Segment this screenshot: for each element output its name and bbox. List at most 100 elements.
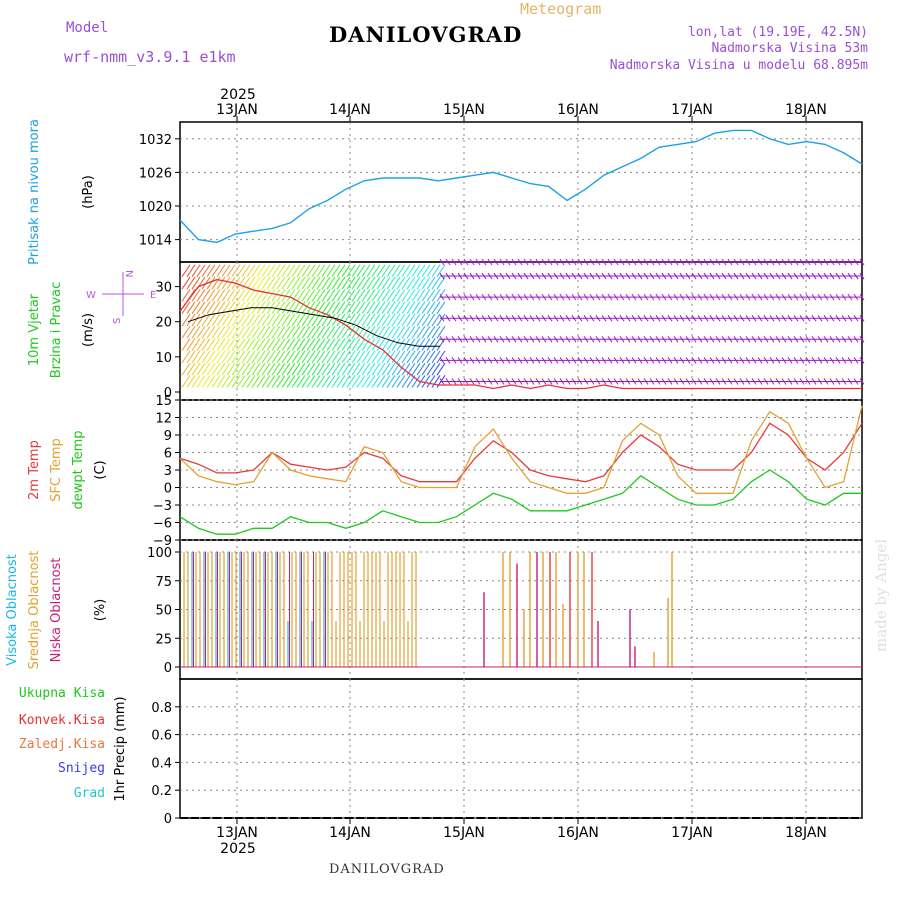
y-tick-label: 1020	[139, 200, 172, 215]
bottom-axis: 13JAN 14JAN 15JAN 16JAN 17JAN 18JAN 2025	[216, 818, 827, 857]
wind-barb	[206, 276, 216, 290]
wind-barb	[356, 276, 366, 290]
wind-barb	[256, 264, 266, 278]
wind-barb	[321, 375, 331, 388]
wind-barb	[206, 313, 216, 327]
wind-barb	[211, 301, 221, 314]
bottom-date-label: 13JAN	[216, 825, 258, 841]
wind-barb	[321, 325, 331, 339]
wind-barb	[411, 313, 421, 327]
wind-barb	[226, 264, 236, 278]
wind-barb	[286, 313, 296, 327]
wind-barb	[386, 301, 396, 314]
wind-barb	[416, 301, 426, 314]
wind-barb	[431, 264, 441, 278]
wind-barb	[216, 350, 226, 364]
wind-barb	[371, 264, 381, 278]
top-date-label: 17JAN	[671, 102, 713, 118]
wind-barb	[256, 325, 266, 339]
wind-barb	[236, 289, 246, 302]
key-west: W	[86, 290, 96, 301]
wind-barb	[246, 350, 256, 364]
y-tick-label: 30	[155, 281, 172, 296]
wind-barb	[426, 289, 436, 302]
wind-barb	[391, 313, 401, 327]
wind-barb	[401, 276, 411, 290]
y-tick-label: −9	[153, 534, 172, 549]
wind-barb	[266, 313, 276, 327]
wind-barb	[256, 276, 266, 290]
wind-barb	[231, 362, 241, 376]
wind-barb	[361, 276, 371, 290]
wind-barb	[396, 338, 406, 351]
wind-barb	[396, 313, 406, 327]
wind-barb	[241, 276, 251, 290]
wind-barb	[251, 338, 261, 351]
wind-barb	[301, 301, 311, 314]
wind-barb	[431, 276, 441, 290]
wind-barb	[376, 289, 386, 302]
wind-barb	[341, 350, 351, 364]
wind-barb	[246, 338, 256, 351]
wind-barb	[376, 350, 386, 364]
wind-barb	[276, 325, 286, 339]
wind-barb	[226, 375, 236, 388]
wind-barb	[361, 362, 371, 376]
wind-barb	[411, 301, 421, 314]
key-south: S	[112, 318, 123, 324]
bottom-year-label: 2025	[220, 841, 256, 857]
temperature-panel: −9 −6 −3 0 3 6 9 12 15 2m Temp SFC Temp dewpt Temp (…	[27, 394, 863, 549]
wind-barb	[361, 350, 371, 364]
wind-barb	[291, 325, 301, 339]
wind-barb	[306, 289, 316, 302]
wind-barb	[181, 313, 191, 327]
wind-barb	[216, 325, 226, 339]
wind-barb	[421, 325, 431, 339]
wind-barb	[366, 313, 376, 327]
wind-barb	[231, 325, 241, 339]
wind-barb	[241, 313, 251, 327]
wind-barb	[341, 264, 351, 278]
wind-barb	[181, 350, 191, 364]
wind-barb	[281, 301, 291, 314]
wind-barb	[346, 313, 356, 327]
wind-barb	[431, 301, 441, 314]
wind-barb	[436, 338, 446, 351]
wind-barb	[191, 313, 201, 327]
wind-barb	[411, 362, 421, 376]
wind-barb	[186, 350, 196, 364]
wind-barb	[276, 276, 286, 290]
wind-barb	[196, 350, 206, 364]
wind-barb	[371, 301, 381, 314]
wind-barb	[361, 289, 371, 302]
wind-barb	[386, 264, 396, 278]
wind-barb	[186, 338, 196, 351]
wind-barb	[421, 313, 431, 327]
wind-barb	[436, 325, 446, 339]
wind-barb	[286, 276, 296, 290]
wind-barb	[321, 264, 331, 278]
wind-barb	[281, 289, 291, 302]
elevation-label: Nadmorska Visina 53m	[711, 41, 868, 56]
wind-barb	[416, 338, 426, 351]
wind-barb	[211, 325, 221, 339]
wind-panel: 0 10 20 30 10m Vjetar Brzina i Pravac (m/s) W E N…	[27, 258, 865, 401]
wind-barb	[301, 289, 311, 302]
wind-barb	[291, 350, 301, 364]
wind-barb	[271, 362, 281, 376]
wind-barb	[386, 325, 396, 339]
wind-barb	[296, 362, 306, 376]
precip-legend-item: Konvek.Kisa	[19, 713, 105, 728]
wind-barb	[311, 289, 321, 302]
wind-barb	[281, 325, 291, 339]
wind-barb	[386, 313, 396, 327]
wind-barb	[256, 313, 266, 327]
wind-barb	[386, 338, 396, 351]
wind-barb	[331, 289, 341, 302]
wind-barb	[346, 301, 356, 314]
wind-barb	[336, 338, 346, 351]
axis-label: Srednja Oblacnost	[27, 551, 42, 670]
axis-label: 1hr Precip (mm)	[113, 696, 128, 801]
wind-barb	[371, 338, 381, 351]
wind-barb	[241, 289, 251, 302]
